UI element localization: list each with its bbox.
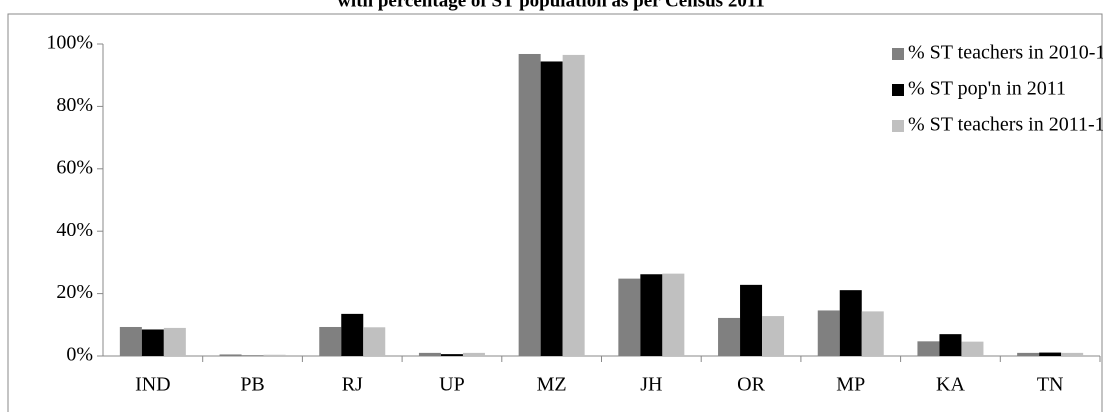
x-tick-label: MP <box>836 374 865 396</box>
bar <box>839 290 862 356</box>
y-tick-label: 40% <box>56 219 93 241</box>
bar <box>363 327 386 356</box>
bar <box>141 329 164 356</box>
bar <box>1039 352 1062 356</box>
bar <box>263 354 286 356</box>
bar <box>119 326 142 356</box>
x-tick-label: TN <box>1037 374 1064 396</box>
bar <box>319 326 342 356</box>
bar <box>1017 352 1040 356</box>
bar <box>462 352 485 356</box>
bar <box>817 310 840 356</box>
legend-swatch <box>892 48 904 60</box>
y-tick-label: 80% <box>56 94 93 116</box>
x-tick-label: KA <box>936 374 965 396</box>
bar <box>1061 352 1084 356</box>
chart-border <box>7 13 1103 412</box>
y-tick-label: 60% <box>56 156 93 178</box>
bar <box>640 274 663 356</box>
bar <box>518 53 541 356</box>
bar <box>740 284 763 356</box>
x-tick-label: UP <box>439 374 465 396</box>
bar <box>961 341 984 356</box>
bar <box>540 61 563 357</box>
y-tick-label: 20% <box>56 281 93 303</box>
bar <box>163 327 186 356</box>
bar <box>418 352 441 356</box>
bar <box>662 273 685 356</box>
legend-label: % ST teachers in 2010-11 <box>908 42 1103 64</box>
legend-label: % ST pop'n in 2011 <box>908 78 1066 100</box>
x-tick-label: MZ <box>537 374 567 396</box>
x-tick-label: RJ <box>342 374 363 396</box>
x-tick-label: IND <box>135 374 171 396</box>
y-tick-label: 0% <box>66 344 93 366</box>
x-tick-label: PB <box>240 374 264 396</box>
bar <box>219 354 242 356</box>
x-tick-label: JH <box>640 374 662 396</box>
bar <box>861 311 884 356</box>
bar <box>718 317 741 356</box>
x-tick-label: OR <box>737 374 765 396</box>
bar <box>939 334 962 356</box>
bar <box>562 54 585 357</box>
legend-swatch <box>892 120 904 132</box>
bar <box>440 354 463 356</box>
legend-label: % ST teachers in 2011-12 <box>908 114 1103 136</box>
chart-title: with percentage of ST population as per … <box>337 0 765 11</box>
y-tick-label: 100% <box>46 32 93 54</box>
legend-swatch <box>892 84 904 96</box>
bar <box>341 313 364 356</box>
bar <box>917 341 940 356</box>
bar <box>618 278 641 356</box>
bar <box>762 316 785 356</box>
